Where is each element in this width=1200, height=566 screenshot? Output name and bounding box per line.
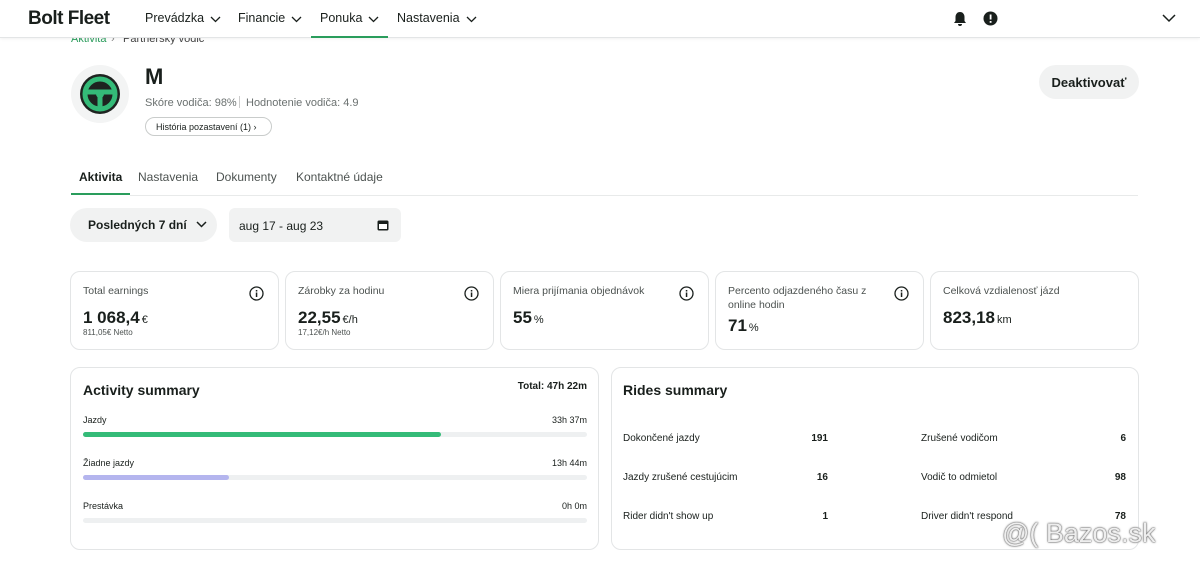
nav-item[interactable]: Financie: [238, 11, 302, 25]
period-label: Posledných 7 dní: [88, 218, 187, 232]
history-button[interactable]: História pozastavení (1) ›: [145, 117, 272, 136]
stat-card: Celková vzdialenosť jázd 823,18 km: [930, 271, 1139, 350]
panel-title: Activity summary: [83, 382, 200, 398]
chevron: [466, 13, 477, 23]
progress-bar: [83, 475, 230, 480]
driver-rating: Hodnotenie vodiča: 4.9: [246, 97, 359, 109]
card-title: Total earnings: [83, 285, 149, 297]
deactivate-button[interactable]: Deaktivovať: [1039, 65, 1139, 99]
card-unit: %: [748, 322, 759, 334]
card-value-row: 22,55 €/h: [298, 308, 358, 328]
account-chevron[interactable]: [1162, 13, 1176, 23]
progress-track: [83, 475, 587, 480]
divider: [239, 96, 240, 108]
card-value-row: 1 068,4 €: [83, 308, 148, 328]
ride-label: Rider didn't show up: [623, 511, 714, 522]
card-value-row: 55%: [513, 308, 544, 328]
activity-label: Jazdy: [83, 415, 107, 425]
stat-card: Zárobky za hodinu 22,55 €/h 17,12€/h Netto: [285, 271, 494, 350]
progress-track: [83, 432, 587, 437]
ride-label: Driver didn't respond: [921, 511, 1013, 522]
ride-value: 78: [1114, 511, 1126, 522]
ride-value: 191: [811, 433, 828, 444]
chevron: [368, 13, 379, 23]
card-title: Miera prijímania objednávok: [513, 285, 645, 297]
history-label: História pozastavení (1): [156, 122, 252, 132]
card-unit: €: [141, 314, 148, 326]
tab[interactable]: Dokumenty: [216, 170, 277, 184]
ride-label: Zrušené vodičom: [921, 433, 998, 444]
nav-item[interactable]: Ponuka: [320, 11, 379, 25]
activity-time: 33h 37m: [551, 415, 587, 425]
card-value-row: 823,18 km: [943, 308, 1012, 328]
brand[interactable]: Bolt Fleet: [28, 8, 110, 29]
bell-icon[interactable]: [953, 11, 967, 26]
stat-card: Miera prijímania objednávok 55%: [500, 271, 709, 350]
card-unit: %: [533, 314, 544, 326]
activity-time: 0h 0m: [561, 501, 587, 511]
tab[interactable]: Aktivita: [79, 170, 123, 184]
card-value: 823,18: [943, 308, 995, 327]
card-value: 22,55: [298, 308, 341, 327]
activity-total: Total: 47h 22m: [517, 381, 587, 392]
info-icon[interactable]: [894, 286, 909, 306]
progress-track: [83, 518, 587, 523]
breadcrumb-separator: ›: [111, 33, 115, 45]
driver-avatar: [71, 65, 129, 123]
nav-item[interactable]: Nastavenia: [397, 11, 477, 25]
activity-label: Prestávka: [83, 501, 124, 511]
chevron: [291, 13, 302, 23]
card-value: 55: [513, 308, 532, 327]
watermark-text: Bazos.sk: [1045, 518, 1156, 548]
card-title: Zárobky za hodinu: [298, 285, 385, 297]
chevron: [196, 221, 207, 228]
card-unit: €/h: [342, 314, 358, 326]
panel-title: Rides summary: [623, 382, 728, 398]
nav-item[interactable]: Prevádzka: [145, 11, 221, 25]
nav-active-indicator: [311, 36, 388, 38]
ride-value: 6: [1120, 433, 1126, 444]
card-value-row: 71%: [728, 316, 759, 336]
ride-value: 16: [816, 472, 828, 483]
watermark: @( Bazos.sk: [1002, 518, 1156, 548]
card-title: Celková vzdialenosť jázd: [943, 285, 1060, 297]
tab[interactable]: Kontaktné údaje: [296, 170, 383, 184]
tab-divider: [130, 195, 1138, 196]
ride-label: Jazdy zrušené cestujúcim: [623, 472, 738, 483]
period-select[interactable]: Posledných 7 dní: [70, 208, 217, 242]
stat-card: Percento odjazdeného času z online hodin…: [715, 271, 924, 350]
chevron: [210, 13, 221, 23]
date-range-label: aug 17 - aug 23: [239, 219, 324, 233]
progress-bar: [83, 432, 441, 437]
activity-time: 13h 44m: [551, 458, 587, 468]
info-icon[interactable]: [249, 286, 264, 306]
stat-card: Total earnings 1 068,4 €811,05€ Netto: [70, 271, 279, 350]
ride-value: 98: [1114, 472, 1126, 483]
ride-label: Dokončené jazdy: [623, 433, 700, 444]
activity-label: Žiadne jazdy: [83, 458, 135, 468]
ride-label: Vodič to odmietol: [921, 472, 998, 483]
calendar-icon: [377, 220, 389, 231]
info-icon[interactable]: [679, 286, 694, 306]
top-nav: Bolt Fleet Prevádzka Financie Ponuka Nastav…: [0, 0, 1200, 38]
card-unit: km: [997, 314, 1012, 326]
card-sub: 17,12€/h Netto: [298, 328, 351, 337]
tab-indicator: [71, 193, 130, 195]
activity-panel: Activity summary Total: 47h 22m Jazdy 33h…: [70, 367, 599, 550]
card-value: 1 068,4: [83, 308, 140, 327]
rides-panel: Rides summary Dokončené jazdy 191 Zrušené …: [611, 367, 1139, 550]
tab[interactable]: Nastavenia: [138, 170, 199, 184]
card-title: Percento odjazdeného času z online hodin: [728, 285, 867, 311]
date-range[interactable]: aug 17 - aug 23: [229, 208, 401, 242]
driver-score: Skóre vodiča: 98%: [145, 97, 237, 109]
info-icon[interactable]: [464, 286, 479, 306]
ride-value: 1: [822, 511, 828, 522]
driver-name: M: [145, 64, 164, 89]
card-sub: 811,05€ Netto: [83, 328, 133, 337]
card-value: 71: [728, 316, 747, 335]
help-icon[interactable]: [983, 11, 998, 26]
